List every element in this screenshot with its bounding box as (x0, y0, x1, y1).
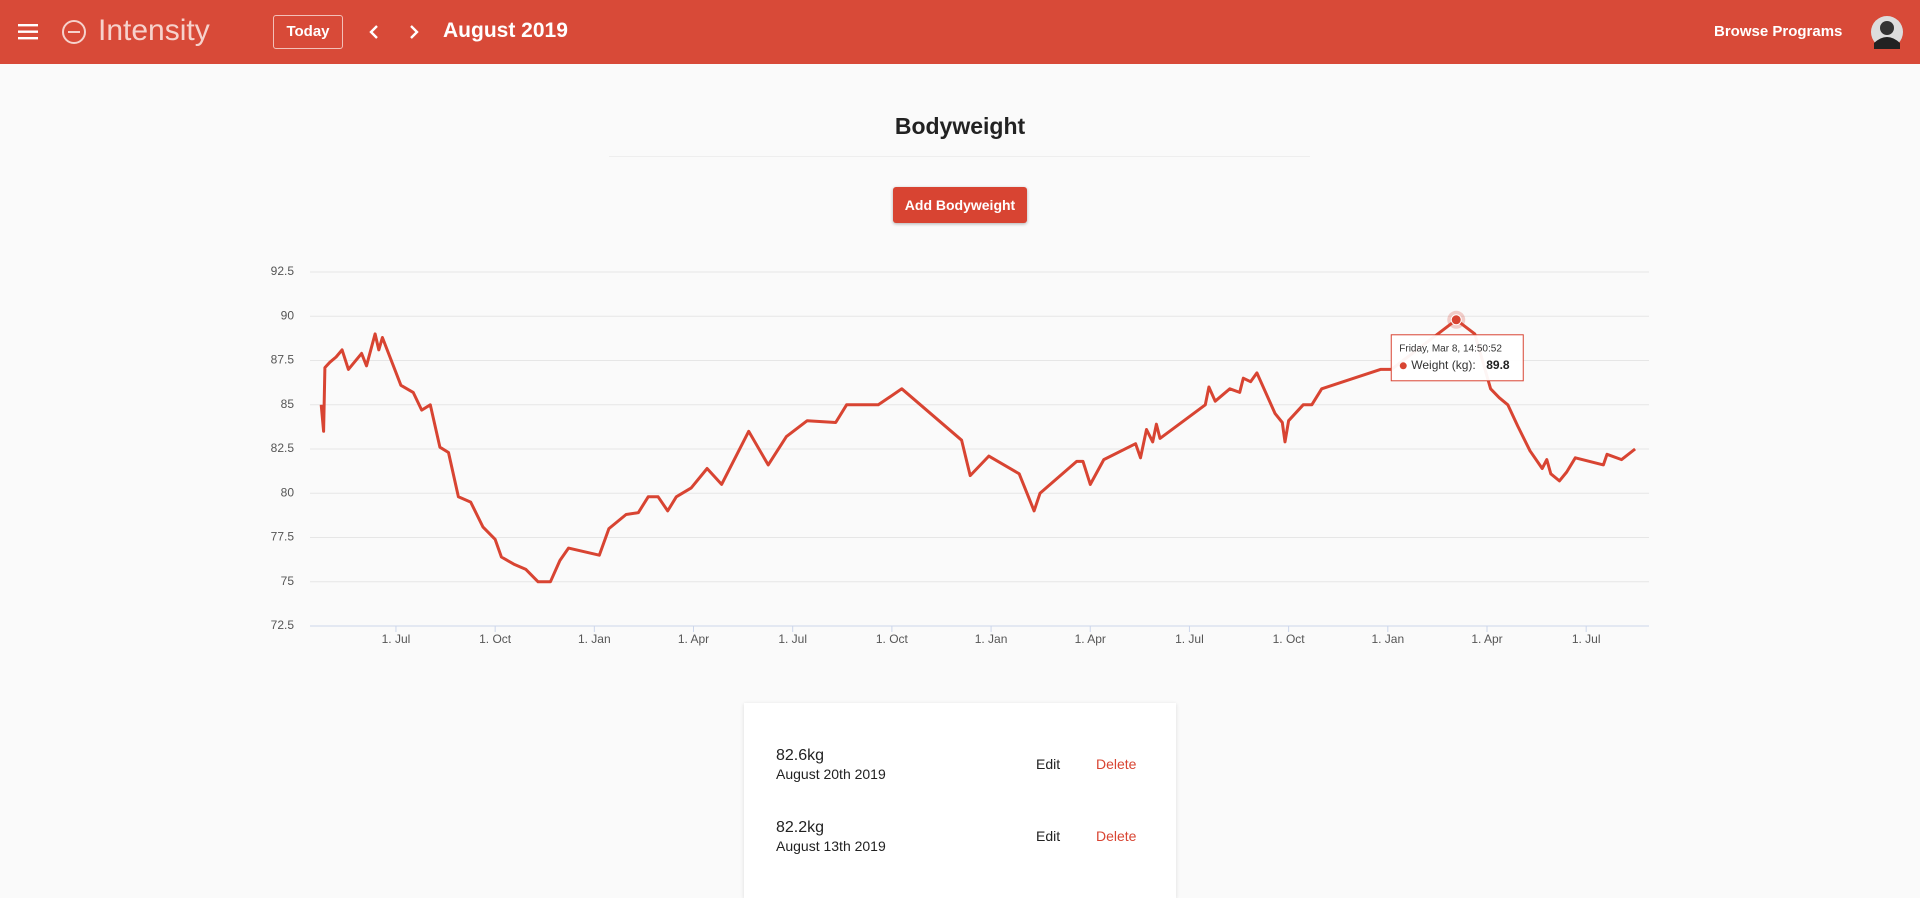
entry-date: August 20th 2019 (776, 766, 886, 782)
x-tick-label: 1. Apr (678, 632, 709, 646)
month-label: August 2019 (443, 19, 568, 42)
divider (609, 156, 1310, 157)
prev-button[interactable] (364, 22, 384, 42)
x-tick-label: 1. Jul (778, 632, 807, 646)
hover-point (1450, 314, 1462, 326)
x-tick-label: 1. Jan (1371, 632, 1404, 646)
weight-line (319, 318, 1637, 584)
delete-button[interactable]: Delete (1096, 756, 1137, 772)
x-tick-label: 1. Oct (876, 632, 909, 646)
x-tick-label: 1. Jul (1572, 632, 1601, 646)
tooltip-date: Friday, Mar 8, 14:50:52 (1399, 343, 1502, 354)
x-tick-label: 1. Oct (479, 632, 512, 646)
y-tick-label: 75 (281, 574, 295, 588)
x-tick-label: 1. Jul (382, 632, 411, 646)
entry-list: 82.6kg August 20th 2019 Edit Delete 82.2kg Au… (744, 703, 1176, 898)
x-tick-label: 1. Jan (578, 632, 611, 646)
page-title: Bodyweight (894, 113, 1026, 139)
tooltip-label: Weight (kg): (1411, 358, 1475, 372)
y-tick-label: 92.5 (271, 264, 295, 278)
next-button[interactable] (404, 22, 424, 42)
x-tick-label: 1. Jan (975, 632, 1008, 646)
y-tick-label: 82.5 (271, 441, 295, 455)
entry-date: August 13th 2019 (776, 838, 886, 854)
today-button[interactable]: Today (273, 15, 343, 49)
delete-button[interactable]: Delete (1096, 828, 1137, 844)
entry-weight: 82.6kg (776, 747, 825, 764)
x-tick-label: 1. Oct (1273, 632, 1306, 646)
x-tick-label: 1. Jul (1175, 632, 1204, 646)
menu-icon[interactable] (16, 20, 40, 44)
edit-button[interactable]: Edit (1036, 828, 1061, 844)
tooltip-value: 89.8 (1486, 358, 1510, 372)
x-tick-label: 1. Apr (1075, 632, 1106, 646)
add-bodyweight-button[interactable]: Add Bodyweight (893, 187, 1027, 223)
y-tick-label: 77.5 (271, 530, 295, 544)
y-tick-label: 72.5 (271, 618, 295, 632)
x-tick-label: 1. Apr (1471, 632, 1502, 646)
logo (62, 20, 86, 44)
tooltip-dot (1399, 362, 1407, 370)
avatar[interactable] (1870, 15, 1904, 49)
header: Intensity Today August 2019 Browse Progr… (0, 0, 1920, 64)
tooltip-box (1390, 334, 1524, 382)
y-tick-label: 85 (281, 397, 295, 411)
edit-button[interactable]: Edit (1036, 756, 1061, 772)
y-tick-label: 80 (281, 485, 295, 499)
brand: Intensity (98, 14, 210, 47)
y-tick-label: 87.5 (271, 353, 295, 367)
browse-programs[interactable]: Browse Programs (1714, 23, 1843, 40)
tooltip: Friday, Mar 8, 14:50:52 Weight (kg): 89.8 (1390, 334, 1524, 382)
chart: 72.5 75 77.5 80 82.5 85 87.5 90 92.5 1. Jul 1. Oct… (271, 264, 1649, 646)
entry-weight: 82.2kg (776, 819, 825, 836)
y-tick-label: 90 (281, 308, 295, 322)
